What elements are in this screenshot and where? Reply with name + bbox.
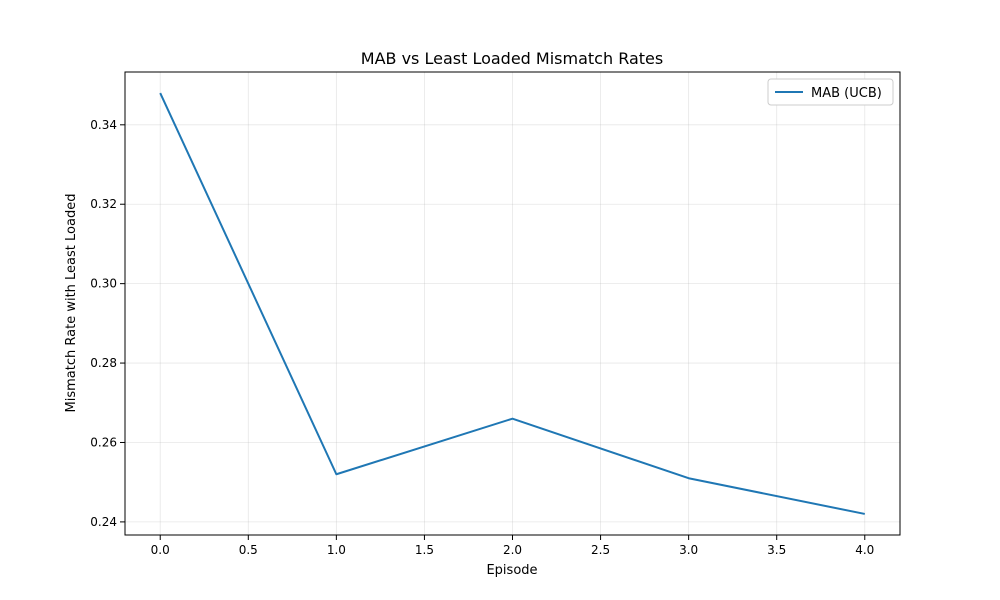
x-tick-label: 1.0 (327, 543, 346, 557)
x-tick-label: 0.5 (239, 543, 258, 557)
y-tick-label: 0.24 (90, 515, 117, 529)
x-tick-label: 4.0 (855, 543, 874, 557)
y-tick-label: 0.26 (90, 435, 117, 449)
x-tick-label: 1.5 (415, 543, 434, 557)
grid (125, 72, 900, 535)
x-tick-label: 0.0 (151, 543, 170, 557)
y-tick-label: 0.28 (90, 356, 117, 370)
chart-title: MAB vs Least Loaded Mismatch Rates (361, 49, 663, 68)
y-tick-label: 0.32 (90, 197, 117, 211)
x-tick-label: 3.0 (679, 543, 698, 557)
y-tick-label: 0.30 (90, 277, 117, 291)
x-axis-label: Episode (486, 563, 537, 578)
x-axis-ticks: 0.0 0.5 1.0 1.5 2.0 2.5 3.0 3.5 4.0 (151, 535, 874, 557)
y-axis-ticks: 0.24 0.26 0.28 0.30 0.32 0.34 (90, 118, 125, 529)
legend: MAB (UCB) (767, 78, 894, 106)
plot-area (125, 72, 900, 535)
series-layer (159, 92, 865, 515)
x-tick-label: 2.0 (503, 543, 522, 557)
x-tick-label: 3.5 (767, 543, 786, 557)
series-line-mab-ucb (159, 92, 865, 515)
legend-label-mab-ucb: MAB (UCB) (811, 86, 882, 101)
x-tick-label: 2.5 (591, 543, 610, 557)
y-tick-label: 0.34 (90, 118, 117, 132)
legend-box (767, 78, 894, 106)
y-axis-label: Mismatch Rate with Least Loaded (64, 194, 79, 413)
